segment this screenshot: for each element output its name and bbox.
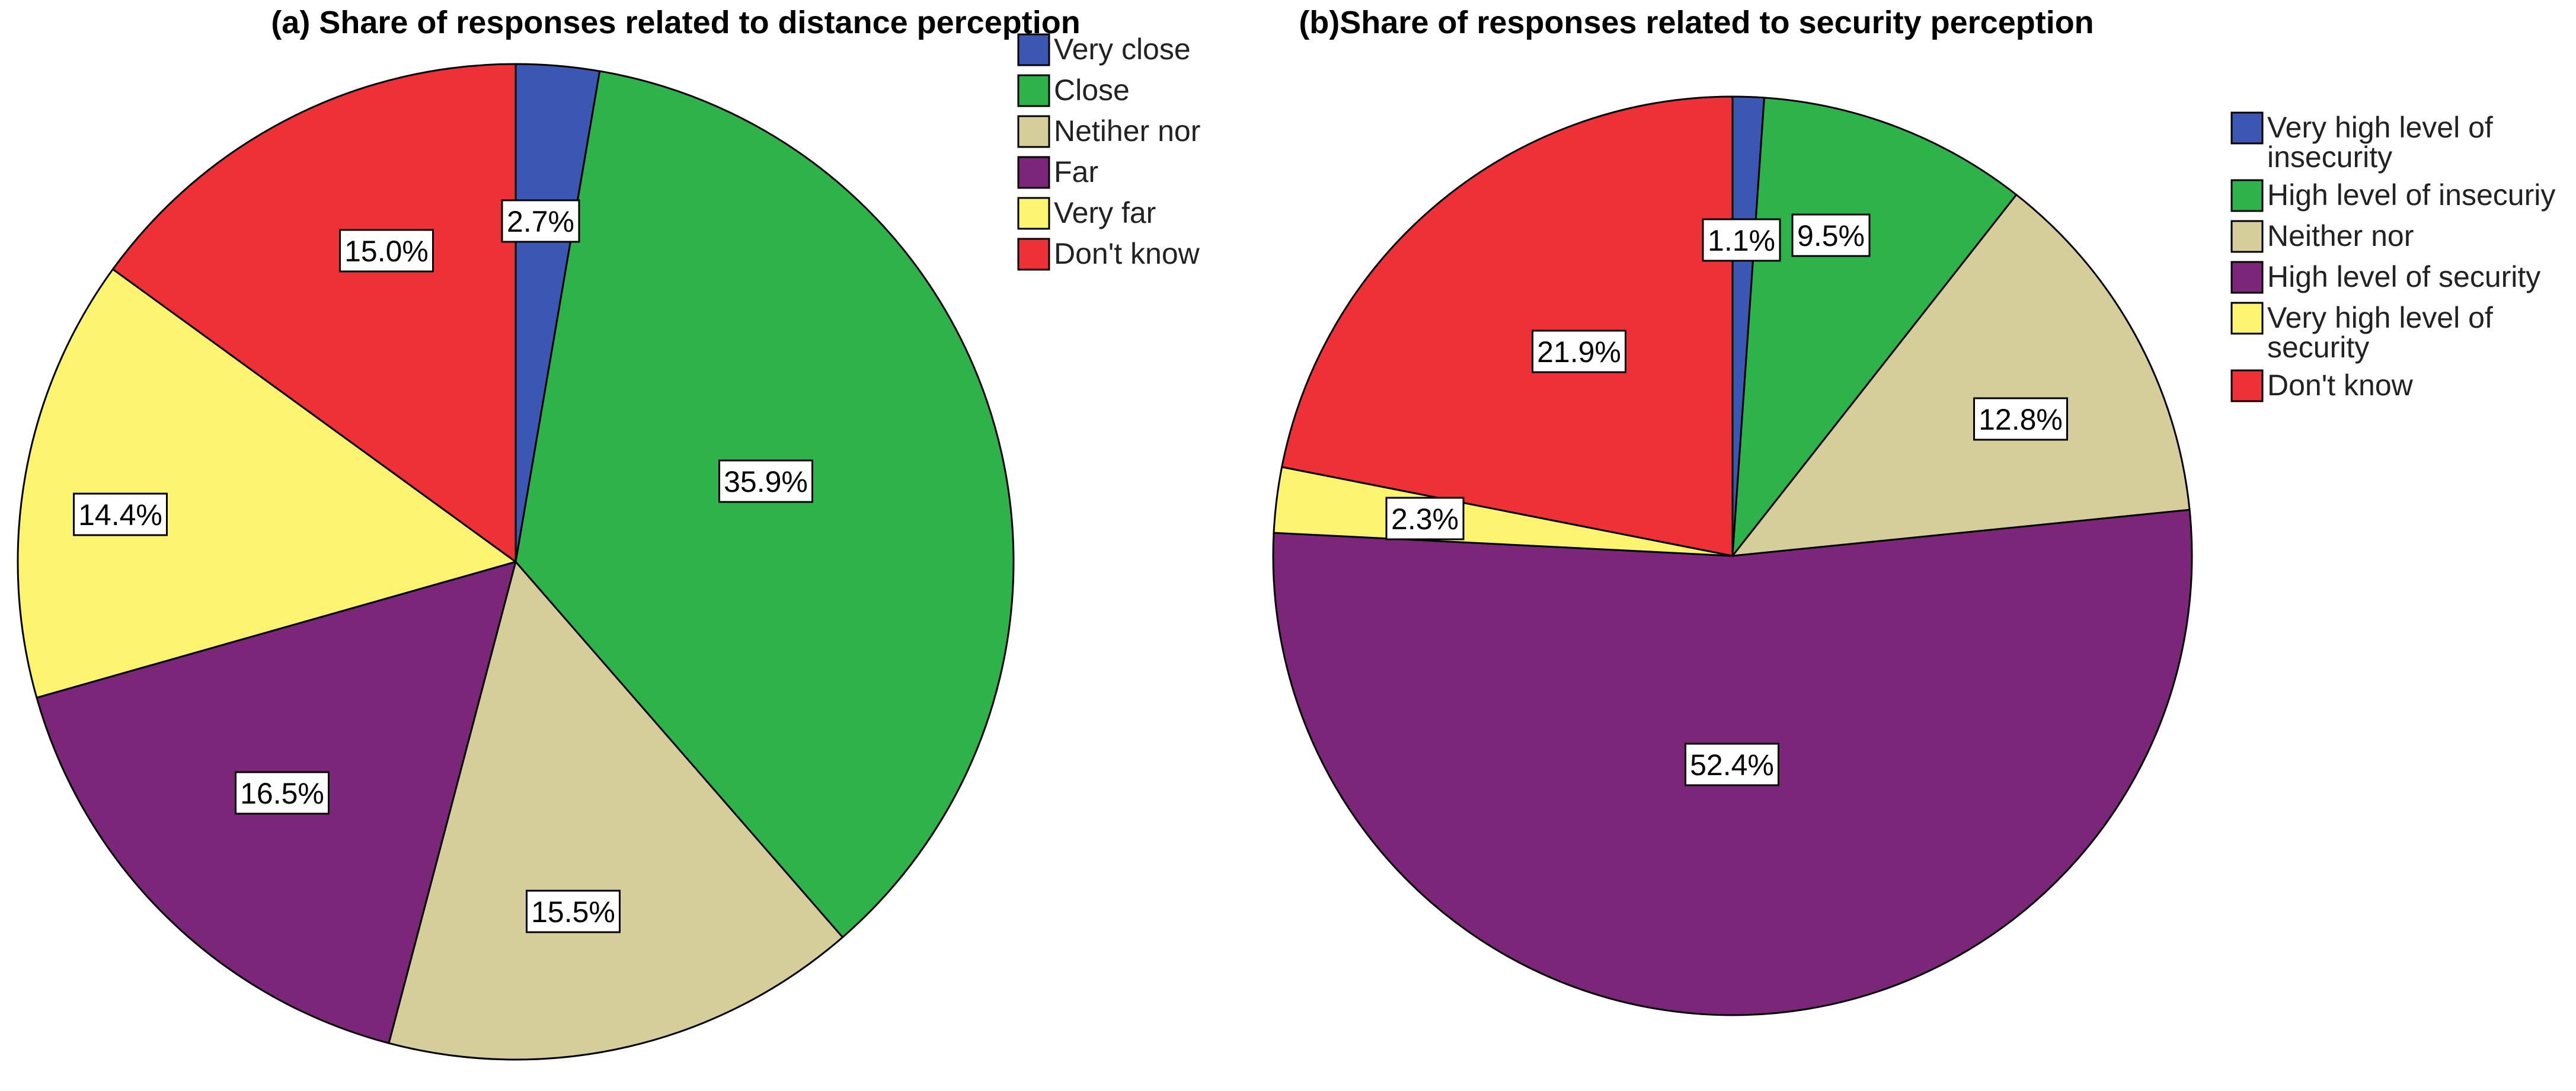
chart-a-title: (a) Share of responses related to distan… <box>271 5 1080 40</box>
pie-b-label-don-t-know: 21.9% <box>1537 335 1621 369</box>
pie-a-slice-don-t-know <box>111 63 517 563</box>
pie-a-slice-very-far <box>17 268 517 699</box>
legend-b-swatch-very-high-level-of-insecurity <box>2230 111 2264 145</box>
pie-a-label-box-don-t-know <box>339 229 434 273</box>
legend-a-swatch-don-t-know <box>1017 238 1050 271</box>
pie-b-label-box-neither-nor <box>1973 397 2068 441</box>
legend-a-label-close: Close <box>1054 73 1130 107</box>
legend-b-label-neither-nor: Neither nor <box>2267 219 2414 252</box>
legend-a-swatch-very-far <box>1017 197 1050 230</box>
pie-a-slice-netiher-nor <box>388 561 844 1061</box>
pie-b-label-box-don-t-know <box>1532 329 1626 373</box>
legend-a-label-very-close: Very close <box>1054 33 1191 66</box>
legend-b-label-high-level-of-insecuriy: High level of insecuriy <box>2267 178 2555 212</box>
pie-chart-a: 2.7% 35.9% 15.5% 16.5% 14.4% 15.0% <box>17 63 1015 1061</box>
legend-a-label-don-t-know: Don't know <box>1054 237 1200 270</box>
legend-b-label-don-t-know: Don't know <box>2267 369 2414 402</box>
pie-a-label-box-very-far <box>73 492 168 536</box>
pie-a-label-close: 35.9% <box>724 465 808 498</box>
pie-b-label-very-high-level-of-insecurity: 1.1% <box>1708 224 1775 257</box>
pie-b-slice-high-level-of-insecuriy <box>1731 97 2018 557</box>
legend-b-label-very-high-level-of-insecurity: Very high level of insecurity <box>2267 111 2493 174</box>
legend-a-swatch-netiher-nor <box>1017 115 1050 148</box>
pie-a-label-very-close: 2.7% <box>507 205 574 238</box>
pie-a-label-don-t-know: 15.0% <box>344 235 429 268</box>
chart-b-title: (b)Share of responses related to securit… <box>1299 5 2094 40</box>
pie-b-label-high-level-of-security: 52.4% <box>1690 748 1774 782</box>
pie-a-label-box-close <box>718 459 813 503</box>
legend-b-swatch-neither-nor <box>2230 220 2264 253</box>
pie-b-label-box-very-high-level-of-security <box>1385 497 1465 540</box>
pie-a-label-netiher-nor: 15.5% <box>531 895 615 929</box>
pie-b-label-very-high-level-of-security: 2.3% <box>1391 503 1459 536</box>
legend-a-swatch-very-close <box>1017 33 1050 66</box>
legend-b-label-very-high-level-of-security: Very high level of security <box>2267 301 2493 364</box>
legend-b-label-high-level-of-security: High level of security <box>2267 260 2540 293</box>
legend-a-swatch-close <box>1017 74 1050 107</box>
pie-a-label-box-netiher-nor <box>526 890 621 933</box>
legend-b-swatch-don-t-know <box>2230 369 2264 402</box>
legend-a-swatch-far <box>1017 156 1050 189</box>
pie-b-slice-don-t-know <box>1281 95 1734 557</box>
pie-b-label-high-level-of-insecuriy: 9.5% <box>1797 219 1865 252</box>
pie-a-label-far: 16.5% <box>240 777 324 810</box>
legend-b-swatch-high-level-of-security <box>2230 261 2264 294</box>
pie-chart-b: 1.1% 9.5% 12.8% 52.4% 2.3% 21.9% <box>1272 95 2193 1016</box>
legend-a-label-netiher-nor: Netiher nor <box>1054 114 1200 148</box>
legend-b-swatch-very-high-level-of-security <box>2230 302 2264 335</box>
pie-b-label-box-high-level-of-security <box>1685 743 1779 786</box>
pie-a-slice-close <box>514 70 1015 939</box>
pie-b-slice-neither-nor <box>1731 194 2191 557</box>
legend-a-label-far: Far <box>1054 155 1098 188</box>
pie-b-label-box-high-level-of-insecuriy <box>1791 213 1871 257</box>
pie-b-label-neither-nor: 12.8% <box>1979 403 2063 436</box>
legend-a: Very close Close Netiher nor Far Very far Don… <box>1017 33 1200 271</box>
pie-b-label-box-very-high-level-of-insecurity <box>1702 218 1781 262</box>
legend-a-label-very-far: Very far <box>1054 196 1156 229</box>
pie-a-label-very-far: 14.4% <box>78 498 162 532</box>
legend-b: Very high level of insecurity High level o… <box>2230 111 2555 402</box>
pie-a-label-box-very-close <box>501 199 580 243</box>
pie-a-label-box-far <box>235 771 330 815</box>
legend-b-swatch-high-level-of-insecuriy <box>2230 179 2264 212</box>
